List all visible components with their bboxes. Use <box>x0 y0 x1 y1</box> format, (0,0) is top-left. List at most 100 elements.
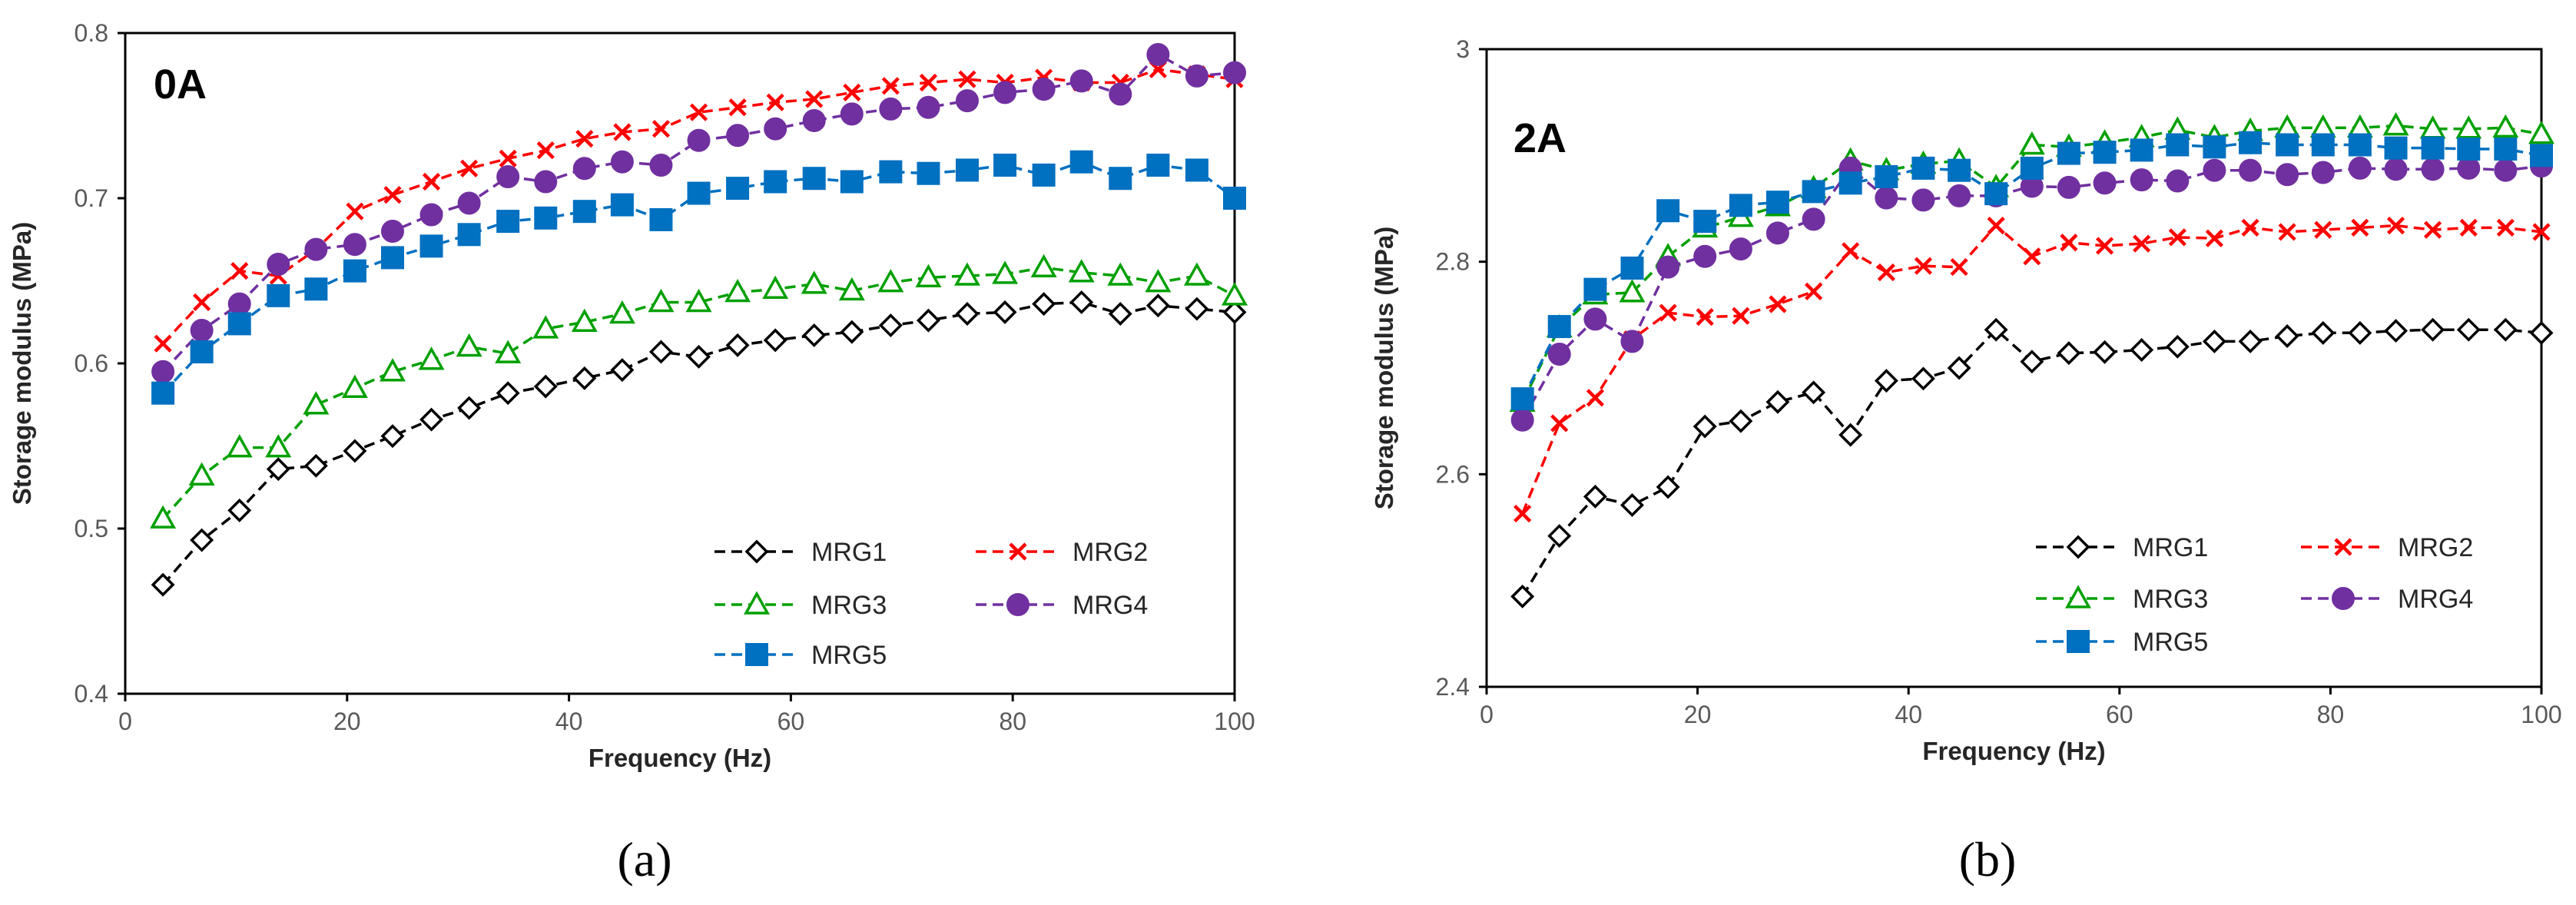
chart-a-data-point <box>993 300 1017 324</box>
chart-a-data-point <box>879 160 903 184</box>
chart-b-data-point <box>1656 199 1680 223</box>
chart-b-data-point <box>2133 234 2151 253</box>
chart-b-legend-marker <box>2067 630 2090 653</box>
chart-b-data-point <box>2492 114 2519 138</box>
chart-a-data-point <box>840 320 864 344</box>
chart-a-data-point <box>496 210 520 234</box>
chart-b-legend: MRG1 MRG2 MRG3 MRG4 MRG5 <box>2036 533 2473 657</box>
chart-a-data-point <box>916 308 940 333</box>
chart-a-data-point <box>608 300 635 324</box>
chart-a-data-point <box>266 457 290 482</box>
chart-b-data-point <box>2455 115 2482 139</box>
chart-b-data-point <box>2348 320 2372 345</box>
chart-a-data-point <box>227 312 251 336</box>
chart-b-legend-label: MRG1 <box>2133 533 2208 562</box>
chart-a-data-point <box>1222 300 1247 324</box>
chart-b-legend-item: MRG5 <box>2036 628 2208 657</box>
chart-b-data-point <box>1583 277 1607 301</box>
chart-a-x-tick-label: 80 <box>999 708 1026 735</box>
chart-a-data-point <box>840 102 864 126</box>
chart-a-data-point <box>728 98 747 117</box>
chart-b-data-point <box>1875 186 1898 210</box>
chart-a-y-axis-label: Storage modulus (MPa) <box>8 222 36 506</box>
chart-a-legend-marker <box>1009 542 1027 561</box>
chart-a-data-point <box>685 288 712 313</box>
chart-b-data-point <box>2421 136 2445 160</box>
chart-a-data-point <box>381 246 405 270</box>
chart-a-y-tick-label: 0.4 <box>75 680 108 708</box>
chart-a-data-point <box>687 181 711 205</box>
chart-b-data-point <box>2532 223 2551 241</box>
chart-a-data-point <box>226 434 253 458</box>
chart-b-data-point <box>1769 295 1787 313</box>
chart-b-data-point <box>2348 156 2372 180</box>
chart-b-data-point <box>2457 138 2481 161</box>
chart-b-data-point <box>1914 257 1933 275</box>
chart-a-x-tick-label: 20 <box>333 708 361 735</box>
chart-a-data-point <box>1107 262 1134 286</box>
chart-b-data-point <box>1656 475 1680 499</box>
chart-b-caption: (b) <box>1959 832 2017 887</box>
chart-b-data-point <box>1729 409 1753 433</box>
chart-b-data-point <box>2238 329 2263 353</box>
chart-b-data-point <box>2530 144 2553 167</box>
chart-b-data-point <box>1911 366 1935 391</box>
chart-a-data-point <box>190 319 214 342</box>
chart-b-data-point <box>1765 191 1789 214</box>
chart-b-data-point <box>1547 343 1571 366</box>
chart-b-legend-label: MRG4 <box>2398 585 2473 614</box>
chart-b-data-point <box>2275 324 2299 348</box>
chart-b-data-point <box>2384 319 2409 343</box>
chart-b-data-point <box>2528 121 2554 144</box>
chart-a-data-point <box>227 292 251 316</box>
chart-a-y-tick-label: 0.5 <box>75 515 108 542</box>
chart-a-data-point <box>190 340 214 363</box>
chart-b-legend-marker <box>2066 535 2090 559</box>
chart-a-series-line <box>161 300 1235 586</box>
chart-b-data-point <box>2311 161 2335 184</box>
chart-a-data-point <box>499 149 517 167</box>
chart-a-data-point <box>343 259 366 283</box>
chart-a-series-line <box>161 266 1235 520</box>
chart-b-data-point <box>2311 320 2336 345</box>
chart-b-data-point <box>1732 307 1750 325</box>
chart-b-data-point <box>1765 390 1790 414</box>
chart-a-data-point <box>383 186 402 204</box>
chart-a-data-point <box>151 381 175 405</box>
chart-a-data-point <box>724 278 751 303</box>
chart-b-data-point <box>1948 184 1971 207</box>
chart-b-data-point <box>1950 257 1968 277</box>
chart-b-legend-item: MRG1 <box>2036 533 2208 562</box>
chart-b-data-point <box>2093 340 2117 364</box>
chart-a-data-point <box>1222 282 1248 306</box>
chart-b-data-point <box>2130 338 2154 362</box>
chart-b-data-point <box>1583 484 1607 509</box>
chart-a-legend-label: MRG5 <box>811 641 887 670</box>
chart-b-data-point <box>1984 317 2008 342</box>
chart-a-data-point <box>877 269 904 293</box>
chart-a-data-point <box>457 223 481 247</box>
chart-b-data-point <box>1875 165 1898 188</box>
chart-b-data-point <box>1802 380 1826 405</box>
chart-b-x-tick-label: 60 <box>2106 701 2133 728</box>
chart-a-data-point <box>613 123 632 141</box>
chart-b-data-point <box>2241 218 2259 237</box>
chart-a-legend-item: MRG4 <box>976 591 1148 620</box>
chart-b-data-point <box>1911 188 1935 212</box>
chart-a-data-point <box>1108 302 1132 326</box>
chart-a-data-point <box>1068 259 1095 283</box>
chart-b-data-point <box>2060 234 2078 252</box>
chart-a-data-point <box>227 498 252 522</box>
chart-b-data-point <box>2494 138 2518 161</box>
chart-a-data-point <box>610 150 634 174</box>
chart-a-data-point <box>649 207 673 231</box>
chart-b-data-point <box>1586 389 1605 407</box>
chart-a-data-point <box>764 117 787 141</box>
chart-a-data-point <box>419 407 444 432</box>
chart-b-data-point <box>2093 141 2117 164</box>
chart-a-data-point <box>419 203 443 227</box>
chart-b-data-point <box>1877 263 1895 282</box>
chart-a-data-point <box>343 439 367 463</box>
chart-a-data-point <box>993 154 1017 177</box>
chart-a-data-point <box>154 334 172 353</box>
